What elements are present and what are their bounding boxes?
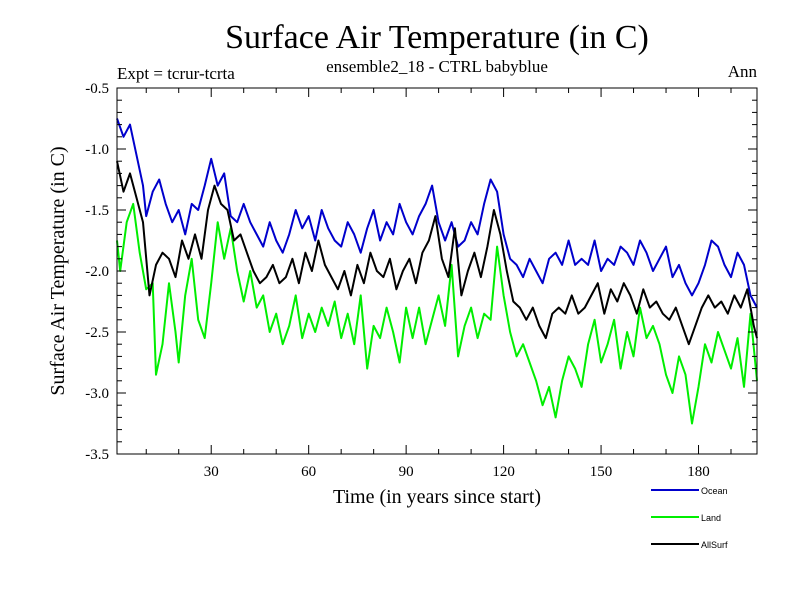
y-tick-label: -2.5 (85, 325, 109, 341)
y-tick-label: -3.5 (85, 447, 109, 463)
y-tick-label: -2.0 (85, 264, 109, 280)
y-tick-label: -1.5 (85, 203, 109, 219)
y-tick-label: -0.5 (85, 81, 109, 97)
series-line-ocean (116, 118, 758, 309)
plot-area (116, 118, 758, 425)
y-axis-label: Surface Air Temperature (in C) (47, 146, 69, 395)
x-tick-label: 150 (590, 464, 613, 480)
chart-title: Surface Air Temperature (in C) (225, 19, 649, 56)
x-tick-label: 60 (301, 464, 316, 480)
x-axis-label: Time (in years since start) (333, 486, 541, 508)
x-tick-label: 120 (492, 464, 515, 480)
experiment-label: Expt = tcrur-tcrta (117, 64, 235, 83)
legend-label-allsurf: AllSurf (701, 540, 728, 550)
period-label: Ann (728, 62, 758, 81)
y-tick-label: -3.0 (85, 386, 109, 402)
x-tick-label: 30 (204, 464, 219, 480)
series-line-allsurf (116, 160, 758, 346)
x-tick-label: 180 (687, 464, 710, 480)
legend-label-land: Land (701, 513, 721, 523)
x-axis: 30 60 90 120 150 180 (145, 88, 732, 480)
y-tick-label: -1.0 (85, 142, 109, 158)
y-axis: -0.5 -1.0 -1.5 -2.0 -2.5 -3.0 -3.5 (85, 81, 757, 463)
series-line-land (116, 202, 758, 425)
chart-subtitle: ensemble2_18 - CTRL babyblue (326, 57, 548, 76)
legend: Ocean Land AllSurf (651, 486, 728, 550)
legend-label-ocean: Ocean (701, 486, 728, 496)
x-tick-label: 90 (399, 464, 414, 480)
